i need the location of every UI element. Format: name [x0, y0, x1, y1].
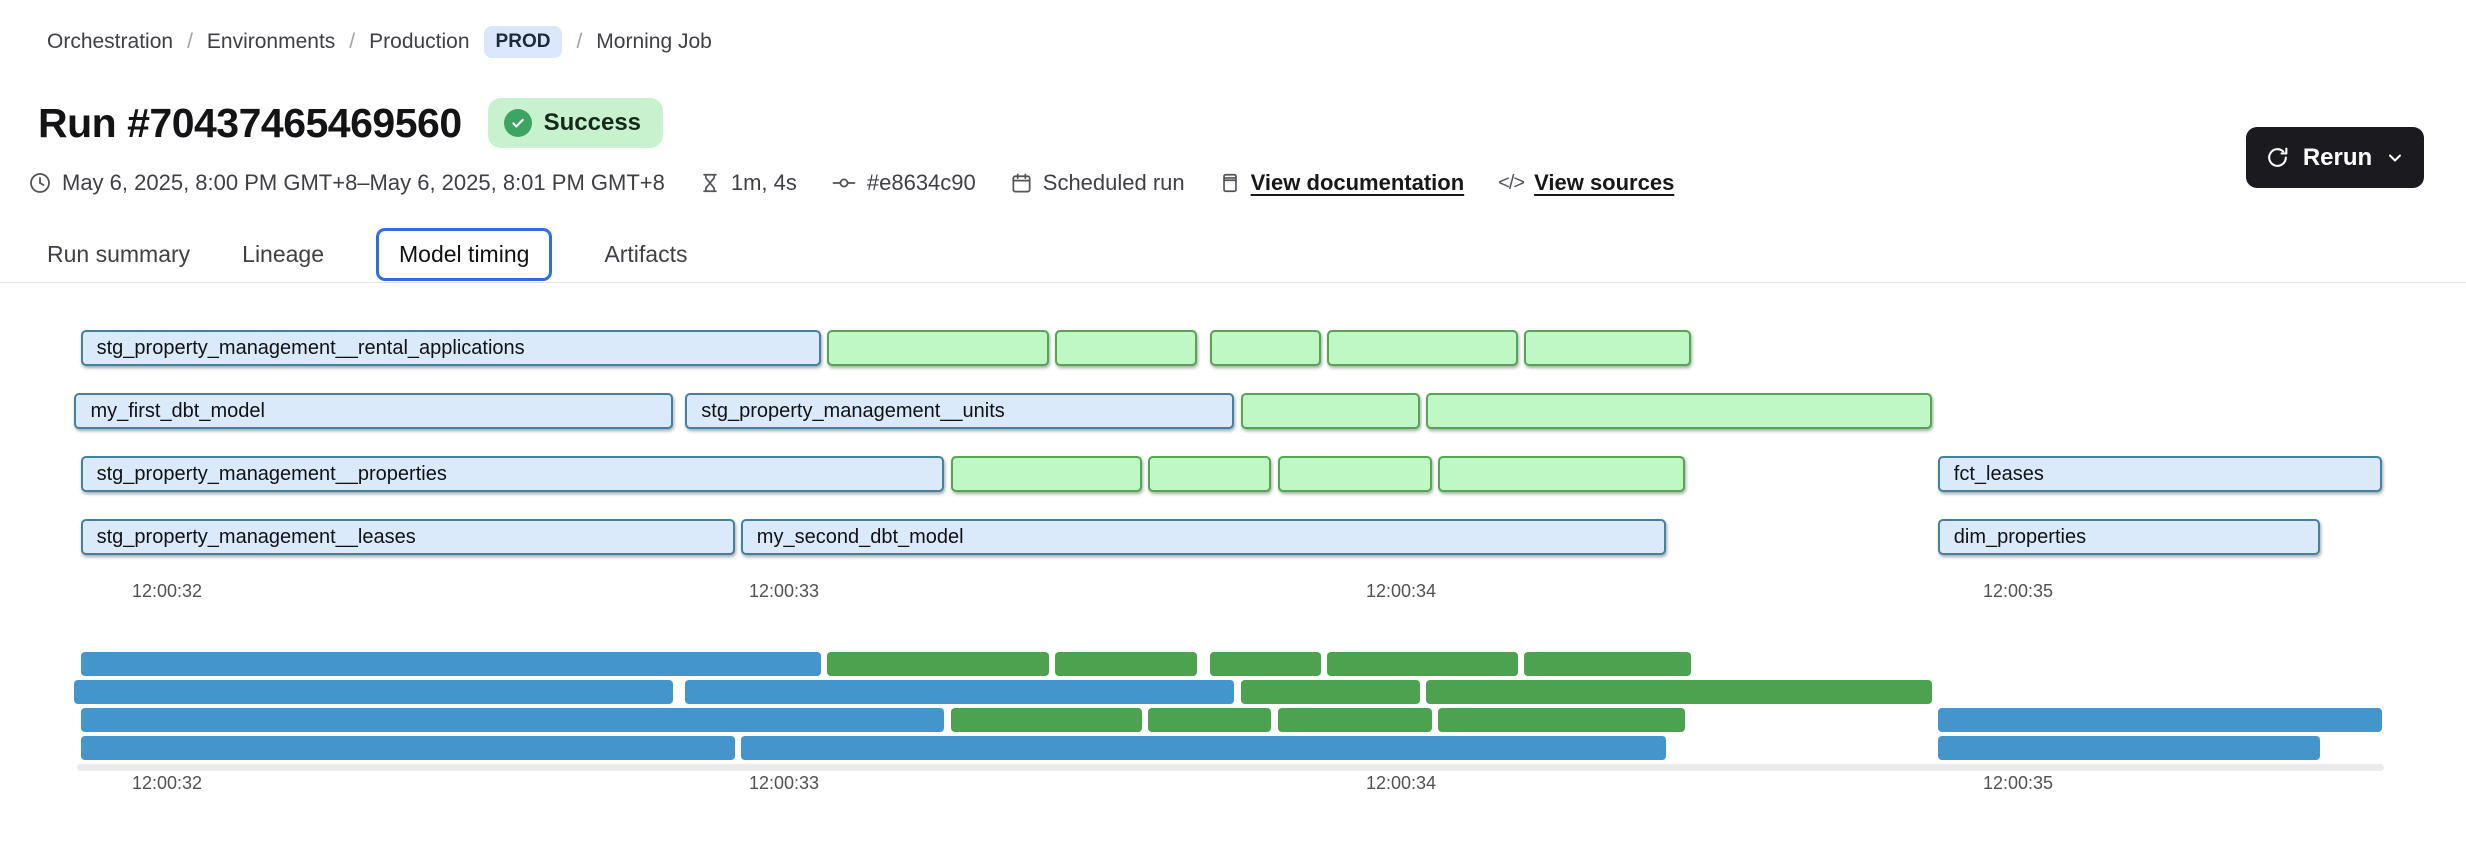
- minimap-bar: [1278, 708, 1432, 732]
- run-detail-page: Orchestration / Environments / Productio…: [0, 0, 2466, 842]
- time-axis-label: 12:00:32: [132, 773, 202, 794]
- time-axis-label: 12:00:35: [1983, 773, 2053, 794]
- minimap-bar: [1055, 652, 1197, 676]
- minimap-bar: [1426, 680, 1932, 704]
- minimap-bar: [741, 736, 1667, 760]
- minimap-bar: [1438, 708, 1685, 732]
- minimap-bar: [827, 652, 1049, 676]
- minimap-bar: [74, 680, 672, 704]
- minimap-bar: [1210, 652, 1321, 676]
- minimap-bar: [1327, 652, 1518, 676]
- minimap-track[interactable]: [77, 764, 2384, 771]
- minimap-bar: [685, 680, 1234, 704]
- time-axis-label: 12:00:33: [749, 773, 819, 794]
- minimap-bar: [1938, 708, 2382, 732]
- minimap-bar: [1241, 680, 1420, 704]
- minimap-bar: [81, 708, 945, 732]
- minimap-bar: [81, 736, 735, 760]
- time-axis-label: 12:00:34: [1366, 773, 1436, 794]
- minimap-bar: [1524, 652, 1691, 676]
- timeline-minimap[interactable]: 12:00:32 12:00:33 12:00:34 12:00:35: [0, 0, 2466, 842]
- minimap-bar: [1148, 708, 1271, 732]
- minimap-bar: [1938, 736, 2321, 760]
- minimap-bar: [81, 652, 821, 676]
- minimap-bar: [951, 708, 1142, 732]
